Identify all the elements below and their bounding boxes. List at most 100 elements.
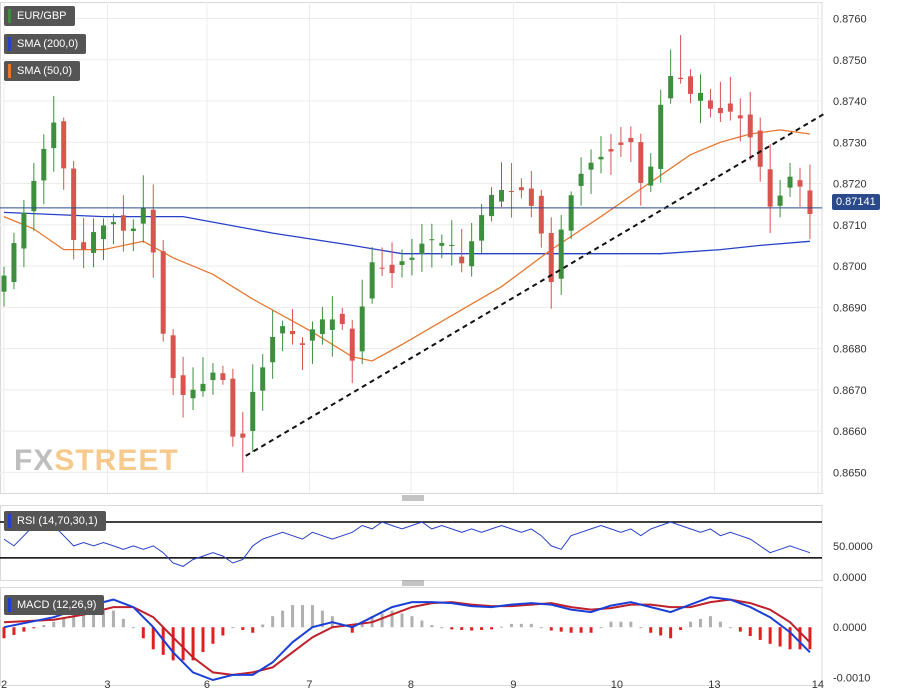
- candle-body: [270, 336, 276, 363]
- candle-body: [1, 275, 7, 292]
- macd-histogram-bar: [420, 620, 424, 628]
- macd-histogram-bar: [440, 627, 444, 629]
- candle-body: [120, 215, 126, 231]
- macd-panel[interactable]: 0.0000 -0.0010: [0, 587, 871, 686]
- rsi-panel[interactable]: 50.0000 0.0000: [0, 505, 873, 585]
- candle-body: [628, 137, 634, 143]
- candle-body: [757, 130, 763, 167]
- y-tick-label: 0.8710: [833, 220, 867, 232]
- macd-histogram-bar: [102, 610, 105, 628]
- candle-body: [707, 100, 713, 109]
- macd-histogram-bar: [191, 627, 195, 661]
- legend-sma200-label: SMA (200,0): [17, 38, 79, 50]
- current-price-tag: 0.87141: [832, 194, 880, 210]
- macd-histogram-bar: [500, 626, 503, 628]
- candle-body: [300, 343, 305, 345]
- macd-histogram-bar: [52, 621, 56, 628]
- candle-body: [717, 107, 723, 114]
- x-tick-label: 2: [1, 679, 7, 691]
- macd-histogram-bar: [72, 614, 76, 628]
- candle-body: [459, 256, 465, 264]
- candle-body: [110, 222, 116, 225]
- legend-symbol[interactable]: EUR/GBP: [4, 6, 75, 26]
- rsi-tick-label: 50.0000: [833, 541, 873, 553]
- candle-body: [419, 243, 425, 255]
- macd-histogram-bar: [231, 627, 235, 629]
- candle-body: [240, 433, 246, 438]
- macd-histogram-bar: [529, 623, 533, 628]
- candle-body: [807, 190, 813, 215]
- macd-histogram-bar: [539, 627, 543, 629]
- macd-histogram-bar: [699, 618, 702, 628]
- x-tick-label: 13: [708, 679, 720, 691]
- price-panel[interactable]: 0.8650 0.8660 0.8670 0.8680 0.8690 0.8700 0.87…: [0, 2, 867, 685]
- macd-histogram-bar: [758, 627, 762, 640]
- legend-symbol-label: EUR/GBP: [17, 10, 67, 22]
- macd-histogram-bar: [281, 610, 285, 628]
- candle-body: [469, 241, 475, 267]
- legend-sma200[interactable]: SMA (200,0): [4, 34, 87, 54]
- macd-histogram-bar: [778, 627, 782, 647]
- candle-body: [399, 261, 405, 265]
- candle-body: [429, 239, 435, 241]
- y-tick-label: 0.8750: [833, 55, 867, 67]
- candle-body: [727, 103, 733, 112]
- macd-histogram-bar: [808, 627, 812, 650]
- macd-histogram-bar: [360, 624, 364, 628]
- macd-histogram-bar: [549, 627, 553, 631]
- candle-body: [797, 180, 803, 187]
- macd-histogram-bar: [798, 627, 802, 650]
- macd-histogram-bar: [221, 627, 225, 636]
- legend-symbol-swatch: [8, 9, 11, 24]
- macd-histogram-bar: [708, 616, 712, 628]
- candle-body: [678, 77, 684, 79]
- candle-body: [747, 114, 753, 138]
- fxstreet-logo: FXSTREET: [14, 444, 179, 477]
- x-tick-label: 14: [812, 679, 824, 691]
- legend-rsi-label: RSI (14,70,30,1): [17, 515, 98, 527]
- candle-body: [389, 264, 395, 274]
- macd-tick-label: -0.0010: [833, 672, 870, 684]
- macd-histogram-bar: [211, 627, 215, 644]
- legend-macd[interactable]: MACD (12,26,9): [4, 595, 105, 615]
- macd-histogram-bar: [509, 623, 513, 628]
- macd-histogram-bar: [410, 616, 414, 628]
- macd-histogram-bar: [201, 627, 205, 653]
- candle-body: [200, 383, 206, 392]
- legend-rsi[interactable]: RSI (14,70,30,1): [4, 511, 106, 531]
- candle-body: [379, 267, 385, 269]
- macd-histogram-bar: [609, 621, 613, 628]
- macd-histogram-bar: [131, 627, 135, 629]
- macd-histogram-bar: [181, 627, 185, 661]
- legend-sma50[interactable]: SMA (50,0): [4, 61, 81, 81]
- macd-histogram-bar: [470, 627, 474, 631]
- candle-body: [578, 173, 584, 186]
- candle-body: [698, 92, 703, 101]
- candle-body: [648, 166, 654, 186]
- candle-body: [170, 335, 176, 379]
- macd-histogram-bar: [261, 624, 265, 628]
- x-tick-label: 3: [104, 679, 110, 691]
- macd-histogram-bar: [519, 623, 523, 628]
- candle-body: [309, 329, 315, 341]
- macd-histogram-bar: [121, 618, 125, 628]
- macd-histogram-bar: [659, 627, 663, 636]
- y-tick-label: 0.8760: [833, 14, 867, 26]
- candle-body: [499, 189, 504, 202]
- macd-tick-label: 0.0000: [833, 622, 867, 634]
- candle-body: [369, 262, 375, 299]
- candle-body: [777, 195, 783, 206]
- candle-body: [479, 215, 485, 241]
- candle-body: [329, 319, 335, 330]
- candle-body: [449, 244, 455, 246]
- candle-body: [210, 372, 216, 381]
- candle-body: [180, 375, 186, 395]
- macd-histogram-bar: [151, 627, 155, 650]
- macd-histogram-bar: [619, 621, 623, 628]
- candle-body: [101, 225, 106, 240]
- y-tick-label: 0.8690: [833, 302, 867, 314]
- candle-body: [190, 389, 196, 399]
- candle-body: [339, 313, 345, 324]
- candle-body: [558, 229, 564, 279]
